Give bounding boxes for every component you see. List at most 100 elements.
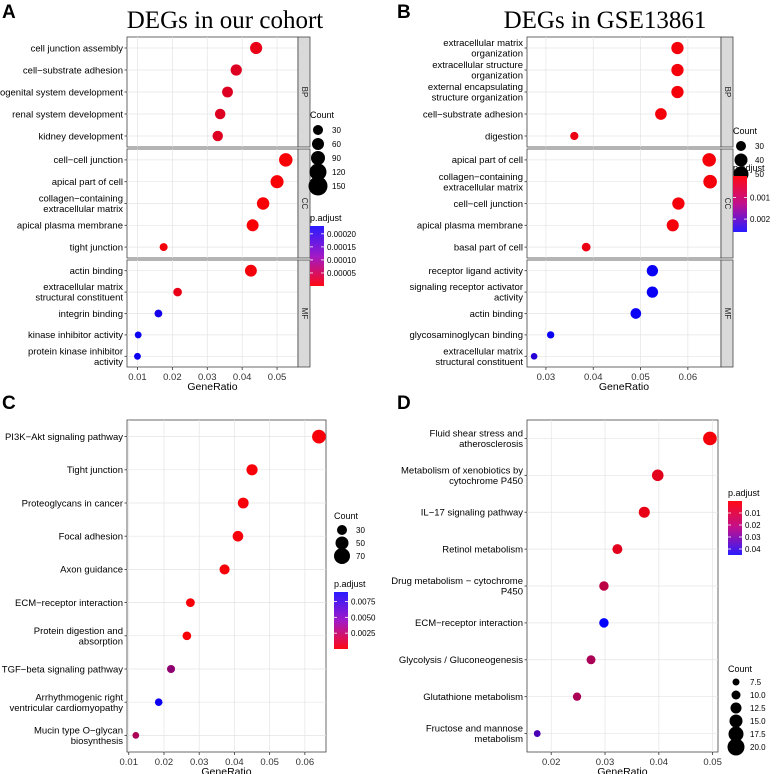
legend-padj-label: 0.00020 [327,230,356,239]
facet-strip-label: CC [723,198,732,210]
y-label: actin binding [70,266,123,277]
y-label: Fructose and mannose metabolism [426,724,523,746]
data-point [132,732,140,739]
x-tick-label: 0.02 [155,757,174,768]
legend-count-label: 30 [356,526,365,535]
y-label: urogenital system development [0,87,123,98]
legend-count-swatch [727,738,745,756]
panel-label: A [2,2,16,23]
x-tick-label: 0.04 [233,372,252,383]
legend-count-label: 17.5 [750,730,766,739]
data-point [599,618,609,628]
y-label: ECM−receptor interaction [415,618,523,629]
legend-padj-label: 0.00015 [327,243,356,252]
y-label: renal system development [12,109,123,120]
y-label: Glutathione metabolism [423,692,523,703]
legend-count-swatch [335,536,349,550]
data-point [279,153,293,167]
facet-strip-label: BP [723,87,732,98]
y-label: extracellular matrix structural constitue… [35,282,123,304]
data-point [703,174,717,189]
legend-count-swatch [311,151,325,165]
x-tick-label: 0.04 [225,757,244,768]
x-tick-label: 0.03 [596,757,615,768]
data-point [570,131,579,141]
data-point [214,108,226,120]
plot-area [126,419,327,753]
y-label: IL−17 signaling pathway [421,508,523,519]
legend-padj-title: p.adjust [733,163,765,173]
legend-count-label: 60 [332,140,341,149]
y-label: cell−cell junction [54,155,123,166]
data-point [646,265,659,277]
legend-count-label: 10.0 [750,691,766,700]
legend-count-swatch [728,726,744,742]
x-tick-label: 0.03 [537,372,556,383]
data-point [586,655,596,665]
legend-count-label: 70 [356,552,365,561]
data-point [219,564,230,575]
y-label: cell−substrate adhesion [23,65,123,76]
y-label: tight junction [70,242,123,253]
y-label: cell−cell junction [454,199,523,210]
y-label: glycosaminoglycan binding [409,330,523,341]
legend-count-label: 15.0 [750,717,766,726]
data-point [246,464,258,476]
x-tick-label: 0.06 [296,757,315,768]
data-point [134,352,141,360]
data-point [533,730,541,737]
legend-count-swatch [337,525,347,535]
legend-count-swatch [736,141,746,151]
panel-label: D [397,393,411,414]
y-label: cell junction assembly [31,43,124,54]
y-label: Protein digestion and absorption [34,626,123,648]
data-point [154,698,163,707]
data-point [222,86,233,98]
panel-title: DEGs in our cohort [127,7,324,34]
x-tick-label: 0.05 [703,757,722,768]
x-tick-label: 0.05 [260,757,279,768]
facet-strip [297,36,311,148]
panel-d: D Fluid shear stress and atherosclerosis M… [391,393,766,774]
panel-title: DEGs in GSE13861 [504,7,707,34]
legend-count-swatch [334,548,350,564]
legend-colorbar [310,226,324,286]
x-tick-label: 0.05 [631,372,650,383]
data-point [646,286,659,298]
legend-colorbar [728,501,742,555]
x-axis-title: GeneRatio [599,381,649,393]
data-point [671,85,684,99]
data-point [671,41,684,55]
y-label: Focal adhesion [59,532,123,543]
legend-count-label: 150 [332,182,346,191]
data-point [638,506,650,518]
x-tick-label: 0.04 [650,757,669,768]
legend-colorbar [733,176,747,232]
y-label: external encapsulating structure organiza… [428,82,523,104]
legend-padj-label: 0.00010 [327,256,356,265]
data-point [655,108,667,120]
legend-count-title: Count [334,511,359,521]
legend-padj-label: 0.0075 [351,598,376,607]
y-label: basal part of cell [454,242,523,253]
legend-count-swatch [732,678,740,686]
x-tick-label: 0.05 [268,372,287,383]
panel-label: B [397,2,411,23]
y-label: kidney development [39,131,124,142]
y-label: kinase inhibitor activity [28,330,123,341]
data-point [672,197,685,210]
data-point [244,264,257,277]
y-label: Proteoglycans in cancer [22,498,123,509]
facet-strip-label: CC [300,198,309,210]
data-point [666,219,679,232]
legend-count-label: 12.5 [750,704,766,713]
panel-b: B DEGs in GSE13861 BP extracellular matri… [397,2,771,393]
facet-strip-label: BP [300,87,309,98]
y-label: actin binding [470,309,523,320]
facet-strip-label: MF [723,308,732,320]
legend-count-swatch [313,125,323,135]
legend-count-label: 50 [356,539,365,548]
legend-count-label: 30 [755,142,764,151]
y-label: Metabolism of xenobiotics by cytochrome P… [401,465,523,487]
data-point [166,664,176,674]
